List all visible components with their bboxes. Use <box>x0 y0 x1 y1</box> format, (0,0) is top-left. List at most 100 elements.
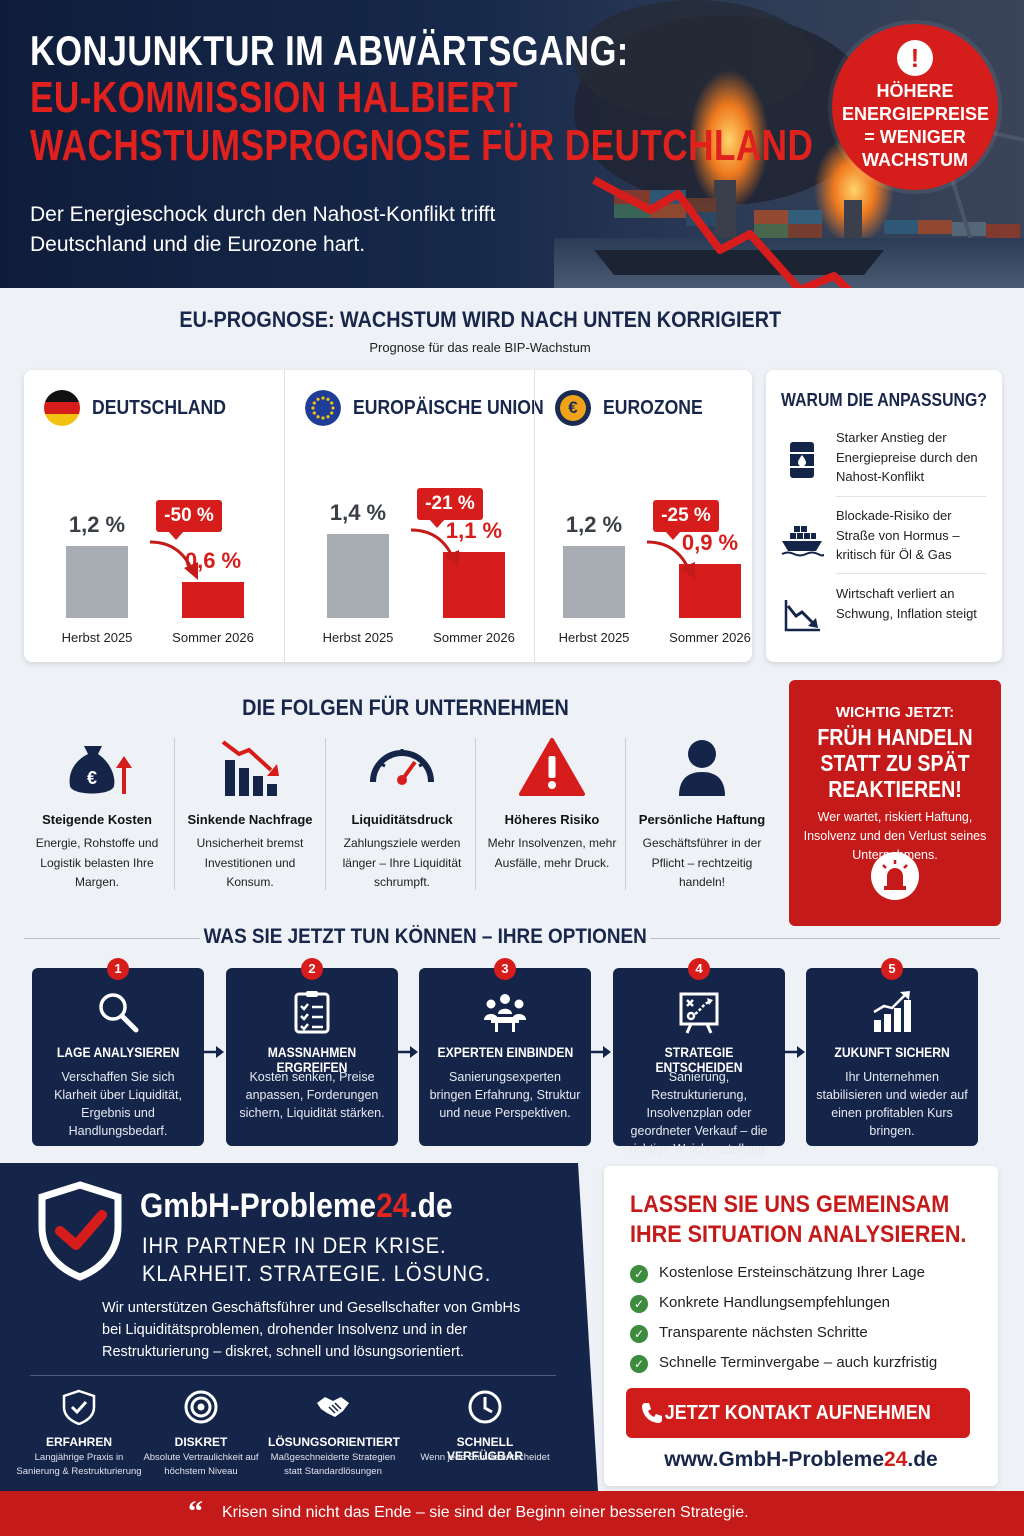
divider <box>24 938 200 939</box>
title-line-2: EU-KOMMISSION HALBIERT <box>30 73 518 122</box>
option-card: STRATEGIE ENTSCHEIDEN Sanierung, Restruk… <box>613 968 785 1156</box>
eu-flag-icon <box>305 390 341 426</box>
option-title: MASSNAHMEN ERGREIFEN <box>267 1045 357 1075</box>
consequence-item: Höheres Risiko Mehr Insolvenzen, mehr Au… <box>477 736 627 892</box>
svg-text:€: € <box>87 768 97 788</box>
option-text: Verschaffen Sie sich Klarheit über Liqui… <box>54 1070 182 1138</box>
step-number: 5 <box>881 958 903 980</box>
bar-before <box>563 546 625 618</box>
consequence-item: € Steigende Kosten Energie, Rohstoffe un… <box>22 736 172 892</box>
oil-barrel-icon <box>790 442 814 478</box>
divider <box>836 496 986 497</box>
consequence-title: Höheres Risiko <box>504 812 600 827</box>
usp-text: Absolute Vertraulichkeit auf höchstem Ni… <box>143 1452 259 1477</box>
brand-panel: GmbH-Probleme24.de IHR PARTNER IN DER KR… <box>0 1163 598 1491</box>
divider <box>836 573 986 574</box>
arrow-right-icon <box>398 1046 418 1058</box>
falling-bars-icon <box>221 740 279 796</box>
quote-icon: “ <box>188 1495 203 1528</box>
warning-icon <box>519 738 585 796</box>
bar-value-label: 1,2 % <box>565 512 623 537</box>
divider <box>174 738 175 890</box>
footer-quote: Krisen sind nicht das Ende – sie sind de… <box>222 1504 749 1521</box>
option-card: LAGE ANALYSIEREN Verschaffen Sie sich Kl… <box>32 968 204 1146</box>
consequence-title: Sinkende Nachfrage <box>187 812 313 827</box>
usp-title: ERFAHREN <box>45 1435 112 1449</box>
change-badge: -21 % <box>417 488 483 528</box>
declining-chart-icon <box>784 600 820 632</box>
arrow-right-icon <box>785 1046 805 1058</box>
why-text: Starker Anstieg der Energiepreise durch … <box>836 430 978 484</box>
forecast-charts: DEUTSCHLAND 1,2 % Herbst 2025 0,6 % Sommer … <box>24 370 752 662</box>
divider <box>625 738 626 890</box>
why-title: WARUM DIE ANPASSUNG? <box>781 390 987 410</box>
phone-icon <box>642 1403 662 1423</box>
divider <box>325 738 326 890</box>
bar-before <box>66 546 128 618</box>
consequence-text: Geschäftsführer in der Pflicht – rechtze… <box>642 836 762 889</box>
magnifier-icon <box>99 993 139 1033</box>
region-name: EUROPÄISCHE UNION <box>353 396 544 419</box>
usp-title: DISKRET <box>174 1435 228 1449</box>
check-item: ✓ Schnelle Terminvergabe – auch kurzfrist… <box>630 1354 990 1376</box>
option-card: ZUKUNFT SICHERN Ihr Unternehmen stabilis… <box>806 968 978 1146</box>
energy-badge: ! HÖHERE ENERGIEPREISE = WENIGER WACHSTU… <box>832 24 998 190</box>
forecast-title: EU-PROGNOSE: WACHSTUM WIRD NACH UNTEN KO… <box>179 307 781 332</box>
consequence-title: Persönliche Haftung <box>638 812 766 827</box>
step-number: 3 <box>494 958 516 980</box>
alarm-bell-icon <box>871 852 919 900</box>
check-icon: ✓ <box>630 1265 648 1283</box>
cta-title: LASSEN SIE UNS GEMEINSAM IHRE SITUATION A… <box>630 1191 967 1248</box>
consequence-text: Energie, Rohstoffe und Logistik belasten… <box>35 836 159 889</box>
strategy-board-icon <box>679 992 719 1034</box>
euro-coin-icon: € <box>555 390 591 426</box>
x-tick-label: Herbst 2025 <box>558 630 630 645</box>
consequences-title: DIE FOLGEN FÜR UNTERNEHMEN <box>241 695 569 720</box>
why-item: Blockade-Risiko der Straße von Hormus – … <box>780 506 986 570</box>
bar-value-label: 1,2 % <box>68 512 126 537</box>
title-line-1: KONJUNKTUR IM ABWÄRTSGANG: <box>30 27 629 74</box>
contact-button[interactable]: JETZT KONTAKT AUFNEHMEN <box>626 1388 970 1438</box>
handshake-icon <box>317 1397 349 1417</box>
shield-check-logo-icon <box>38 1181 122 1281</box>
money-bag-icon: € <box>69 746 132 794</box>
check-item: ✓ Konkrete Handlungsempfehlungen <box>630 1294 990 1316</box>
clock-icon <box>468 1390 502 1424</box>
x-tick-label: Sommer 2026 <box>433 630 515 645</box>
alert-label: WICHTIG JETZT: <box>835 704 955 721</box>
chart-eurozone: € EUROZONE 1,2 % Herbst 2025 0,9 % Sommer 2… <box>534 370 752 662</box>
bar-value-label: 0,9 % <box>681 530 739 555</box>
step-number: 1 <box>107 958 129 980</box>
bar-value-label: 1,4 % <box>329 500 387 525</box>
why-item: Wirtschaft verliert an Schwung, Inflatio… <box>780 584 986 648</box>
x-tick-label: Sommer 2026 <box>172 630 254 645</box>
check-icon: ✓ <box>630 1355 648 1373</box>
why-item: Starker Anstieg der Energiepreise durch … <box>780 428 986 492</box>
down-arrow-icon <box>646 540 695 580</box>
usp-title: SCHNELL VERFÜGBAR <box>446 1435 523 1463</box>
cta-card: LASSEN SIE UNS GEMEINSAM IHRE SITUATION A… <box>604 1166 998 1486</box>
check-icon: ✓ <box>630 1295 648 1313</box>
options-title: WAS SIE JETZT TUN KÖNNEN – IHRE OPTIONEN <box>203 925 647 948</box>
usp-text: Maßgeschneiderte Strategien statt Standa… <box>270 1452 396 1477</box>
down-arrow-icon <box>149 540 198 580</box>
option-card: MASSNAHMEN ERGREIFEN Kosten senken, Prei… <box>226 968 398 1146</box>
consequence-title: Liquiditätsdruck <box>351 812 453 827</box>
consequence-item: Liquiditätsdruck Zahlungsziele werden lä… <box>327 736 477 892</box>
brand-tagline: KLARHEIT. STRATEGIE. LÖSUNG. <box>142 1261 492 1286</box>
forecast-subtitle: Prognose für das reale BIP-Wachstum <box>369 340 591 355</box>
badge-text: HÖHERE ENERGIEPREISE = WENIGER WACHSTUM <box>842 81 990 170</box>
bar-value-label: 1,1 % <box>445 518 503 543</box>
growth-chart-icon <box>873 991 911 1032</box>
title-line-3: WACHSTUMSPROGNOSE FÜR DEUTCHLAND <box>30 121 814 170</box>
consequence-item: Sinkende Nachfrage Unsicherheit bremst I… <box>175 736 325 892</box>
down-arrow-icon <box>410 528 459 568</box>
option-card: EXPERTEN EINBINDEN Sanierungsexperten br… <box>419 968 591 1146</box>
divider <box>475 738 476 890</box>
germany-flag-icon <box>44 390 80 426</box>
target-icon <box>184 1390 218 1424</box>
consequence-text: Unsicherheit bremst Investitionen und Ko… <box>196 836 304 889</box>
website-link[interactable]: www.GmbH-Probleme24.de <box>664 1448 938 1471</box>
region-name: EUROZONE <box>603 396 703 419</box>
option-title: STRATEGIE ENTSCHEIDEN <box>655 1045 743 1075</box>
